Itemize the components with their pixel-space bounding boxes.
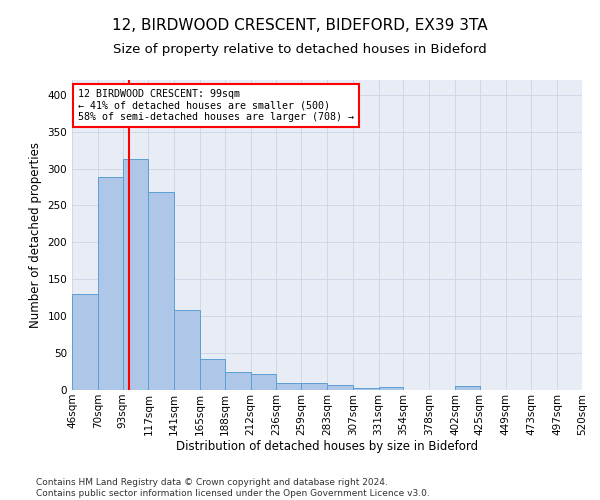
X-axis label: Distribution of detached houses by size in Bideford: Distribution of detached houses by size … xyxy=(176,440,478,454)
Y-axis label: Number of detached properties: Number of detached properties xyxy=(29,142,42,328)
Text: 12, BIRDWOOD CRESCENT, BIDEFORD, EX39 3TA: 12, BIRDWOOD CRESCENT, BIDEFORD, EX39 3T… xyxy=(112,18,488,32)
Bar xyxy=(379,387,403,390)
Bar xyxy=(225,372,251,390)
Bar xyxy=(455,386,480,390)
Bar xyxy=(122,159,148,390)
Bar xyxy=(174,310,200,390)
Bar xyxy=(72,294,98,390)
Text: Contains HM Land Registry data © Crown copyright and database right 2024.
Contai: Contains HM Land Registry data © Crown c… xyxy=(36,478,430,498)
Bar xyxy=(251,374,277,390)
Bar xyxy=(301,382,327,390)
Bar xyxy=(200,359,225,390)
Text: 12 BIRDWOOD CRESCENT: 99sqm
← 41% of detached houses are smaller (500)
58% of se: 12 BIRDWOOD CRESCENT: 99sqm ← 41% of det… xyxy=(79,89,355,122)
Bar xyxy=(327,385,353,390)
Bar xyxy=(277,382,301,390)
Bar xyxy=(148,192,174,390)
Text: Size of property relative to detached houses in Bideford: Size of property relative to detached ho… xyxy=(113,42,487,56)
Bar xyxy=(98,178,122,390)
Bar xyxy=(353,388,379,390)
